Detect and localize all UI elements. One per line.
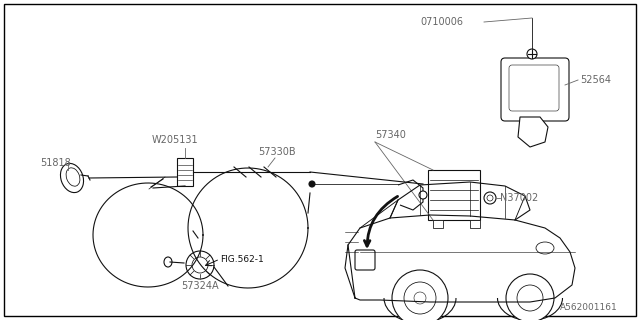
Polygon shape [518,117,548,147]
Text: N37002: N37002 [500,193,538,203]
Circle shape [404,282,436,314]
Circle shape [527,49,537,59]
Circle shape [186,251,214,279]
Text: A562001161: A562001161 [560,303,618,313]
FancyBboxPatch shape [509,65,559,111]
Text: W205131: W205131 [152,135,198,145]
FancyBboxPatch shape [501,58,569,121]
Circle shape [392,270,448,320]
FancyBboxPatch shape [355,250,375,270]
Circle shape [419,191,427,199]
Ellipse shape [60,164,84,193]
Text: 51818: 51818 [40,158,71,168]
Bar [433,220,443,228]
Text: 0710006: 0710006 [420,17,463,27]
Circle shape [192,257,208,273]
Text: 57324A: 57324A [181,281,219,291]
Circle shape [487,195,493,201]
Circle shape [309,181,315,187]
Circle shape [414,292,426,304]
Ellipse shape [536,242,554,254]
Text: 52564: 52564 [580,75,611,85]
Bar [428,170,480,220]
Bar [177,158,193,186]
Bar [470,220,480,228]
Text: FIG.562-1: FIG.562-1 [220,254,264,263]
Circle shape [506,274,554,320]
Ellipse shape [164,257,172,267]
Ellipse shape [66,168,80,186]
Text: 57340: 57340 [375,130,406,140]
Circle shape [484,192,496,204]
Circle shape [517,285,543,311]
Text: 57330B: 57330B [258,147,296,157]
